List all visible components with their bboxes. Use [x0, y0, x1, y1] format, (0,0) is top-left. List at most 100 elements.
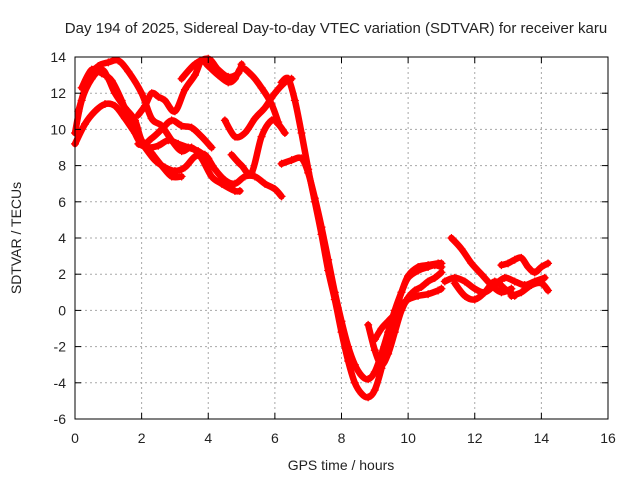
data-point-marker [357, 371, 366, 380]
data-point-marker [350, 360, 359, 369]
data-point-marker [490, 277, 499, 286]
x-tick-label: 4 [204, 430, 212, 446]
x-tick-label: 8 [338, 430, 346, 446]
data-point-marker [187, 123, 196, 132]
data-point-marker [350, 378, 359, 387]
y-tick-label: -6 [54, 411, 67, 427]
data-point-marker [504, 259, 513, 268]
data-point-marker [330, 288, 339, 297]
data-point-marker [210, 165, 219, 174]
data-point-marker [77, 83, 86, 92]
data-point-marker [207, 143, 216, 152]
data-point-marker [500, 273, 509, 282]
data-point-marker [460, 291, 469, 300]
data-point-marker [114, 56, 123, 65]
data-point-marker [190, 71, 199, 80]
y-tick-label: 8 [58, 158, 66, 174]
data-point-marker [157, 125, 166, 134]
data-point-marker [230, 132, 239, 141]
grid-lines [75, 57, 608, 419]
data-point-marker [460, 277, 469, 286]
series-trace-11 [278, 154, 445, 383]
data-point-marker [177, 74, 186, 83]
y-tick-label: -4 [54, 375, 67, 391]
data-point-marker [507, 291, 516, 300]
data-point-marker [457, 244, 466, 253]
data-point-marker [370, 335, 379, 344]
data-point-marker [424, 290, 433, 299]
data-point-marker [430, 261, 439, 270]
data-point-marker [280, 129, 289, 138]
data-point-marker [107, 76, 116, 85]
data-point-marker [277, 192, 286, 201]
data-point-marker [397, 300, 406, 309]
data-point-marker [170, 107, 179, 116]
data-point-marker [500, 284, 509, 293]
y-tick-label: 2 [58, 266, 66, 282]
data-point-marker [337, 317, 346, 326]
data-point-marker [364, 320, 373, 329]
data-point-marker [510, 277, 519, 286]
x-tick-label: 6 [271, 430, 279, 446]
data-point-marker [447, 234, 456, 242]
data-point-marker [127, 121, 136, 130]
data-point-marker [404, 295, 413, 304]
data-point-marker [390, 328, 399, 337]
data-point-marker [370, 346, 379, 355]
data-point-marker [270, 89, 279, 98]
data-point-marker [174, 139, 183, 148]
data-point-marker [170, 167, 179, 176]
x-tick-label: 12 [467, 430, 483, 446]
data-point-marker [227, 150, 236, 159]
data-point-marker [204, 62, 213, 71]
data-point-marker [467, 259, 476, 268]
data-point-marker [370, 386, 379, 395]
data-point-marker [267, 116, 276, 125]
y-axis-label: SDTVAR / TECUs [8, 182, 24, 294]
data-point-marker [160, 96, 169, 105]
data-point-marker [90, 107, 99, 116]
data-point-marker [277, 159, 286, 168]
data-point-marker [177, 172, 186, 181]
y-tick-label: 14 [50, 49, 66, 65]
data-point-marker [540, 273, 549, 282]
data-point-marker [404, 273, 413, 282]
data-point-marker [247, 168, 256, 177]
data-point-marker [74, 107, 83, 116]
x-tick-label: 0 [71, 430, 79, 446]
data-point-marker [144, 143, 153, 152]
data-point-marker [544, 286, 553, 295]
data-point-marker [364, 393, 373, 402]
y-tick-label: 10 [50, 121, 66, 137]
series-trace-13 [371, 285, 445, 343]
data-point-marker [470, 295, 479, 304]
data-point-marker [230, 179, 239, 188]
data-point-marker [167, 116, 176, 125]
data-point-marker [317, 223, 326, 232]
data-point-marker [194, 147, 203, 156]
data-point-marker [274, 119, 283, 128]
data-point-marker [450, 279, 459, 288]
y-tick-label: -2 [54, 339, 67, 355]
data-point-marker [377, 360, 386, 369]
data-point-marker [154, 141, 163, 150]
data-point-marker [477, 270, 486, 279]
data-point-marker [97, 69, 106, 78]
data-point-marker [544, 259, 553, 268]
data-point-marker [154, 92, 163, 101]
data-point-marker [147, 114, 156, 123]
data-point-marker [110, 101, 119, 110]
data-point-marker [517, 253, 526, 262]
data-point-marker [137, 89, 146, 98]
data-point-marker [260, 179, 269, 188]
data-point-marker [437, 268, 446, 277]
data-point-marker [397, 288, 406, 297]
data-point-marker [384, 349, 393, 358]
data-point-marker [184, 143, 193, 152]
data-point-marker [344, 342, 353, 351]
data-point-marker [240, 129, 249, 138]
data-point-marker [537, 262, 546, 271]
data-point-marker [140, 101, 149, 110]
data-point-marker [384, 317, 393, 326]
